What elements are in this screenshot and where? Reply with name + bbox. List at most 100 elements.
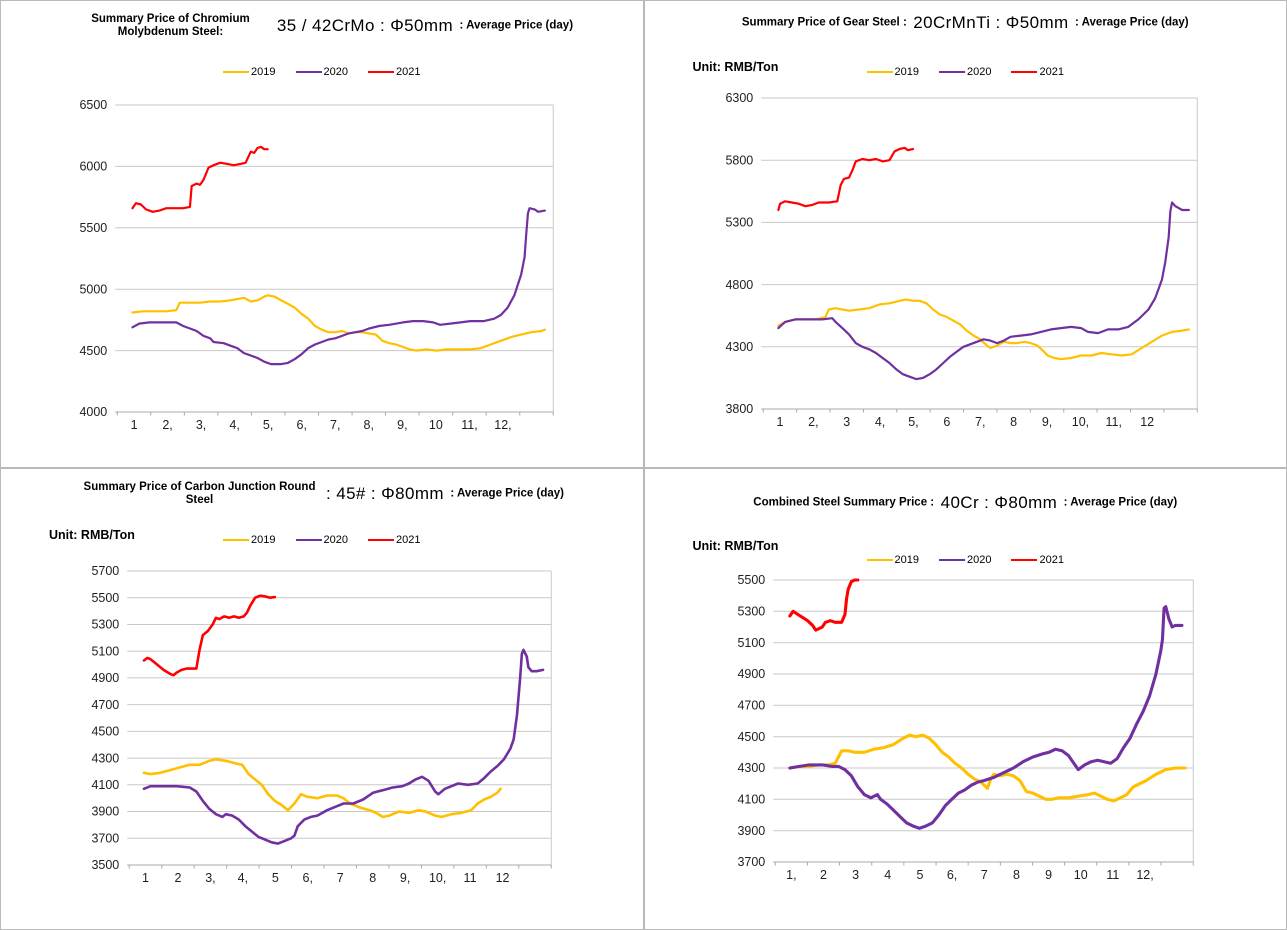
legend-label: 2020 <box>967 554 992 566</box>
x-tick-label: 5, <box>263 418 273 432</box>
x-tick-label: 3 <box>852 868 859 882</box>
legend-label: 2019 <box>894 554 919 566</box>
y-tick-label: 3800 <box>725 402 753 416</box>
series-line-2019 <box>131 294 546 352</box>
y-tick-label: 4100 <box>737 793 765 807</box>
x-tick-label: 12 <box>496 871 510 885</box>
legend-label: 2019 <box>894 66 919 78</box>
y-tick-label: 5000 <box>79 282 107 296</box>
chart-legend: 2019 2020 2021 <box>1 527 643 553</box>
y-tick-label: 3700 <box>737 855 765 869</box>
x-tick-label: 2 <box>819 868 826 882</box>
y-tick-label: 4500 <box>79 344 107 358</box>
legend-item-2021: 2021 <box>1011 66 1064 78</box>
y-tick-label: 4700 <box>737 699 765 713</box>
chart-title: Summary Price of Carbon Junction Round S… <box>1 469 643 527</box>
chart-title-main: : 45# : Φ80mm <box>325 484 444 504</box>
y-tick-label: 4800 <box>725 278 753 292</box>
chart-title-prefix: Summary Price of Chromium Molybdenum Ste… <box>91 13 250 39</box>
chart-title-suffix: : Average Price (day) <box>1075 16 1189 29</box>
legend-label: 2021 <box>395 534 421 546</box>
y-tick-label: 5300 <box>91 618 119 632</box>
legend-item-2021: 2021 <box>367 534 421 546</box>
legend-item-2019: 2019 <box>866 66 919 78</box>
chart-title-main: 20CrMnTi : Φ50mm <box>913 13 1069 32</box>
x-tick-label: 10 <box>1073 868 1087 882</box>
legend-label: 2019 <box>251 534 276 546</box>
x-tick-label: 3 <box>843 415 850 429</box>
legend-item-2020: 2020 <box>295 66 348 78</box>
unit-label: Unit: RMB/Ton <box>692 60 779 74</box>
chart-subheader: Unit: RMB/Ton 2019 2020 2021 <box>1 527 643 553</box>
y-tick-label: 5800 <box>725 153 753 167</box>
series-line-2021 <box>142 594 277 677</box>
chart-plot-area: 6300 5800 5300 4800 4300 3800 1 2, 3 4, 5, 6 7, 8 9, 10… <box>725 91 1198 429</box>
chart-subheader: Unit: RMB/Ton 2019 2020 2021 <box>645 533 1287 567</box>
x-tick-label: 5 <box>916 868 923 882</box>
chart-title-prefix: Summary Price of Carbon Junction Round S… <box>83 481 316 507</box>
series-line-2019 <box>142 758 502 819</box>
chart-title: Summary Price of Gear Steel : 20CrMnTi :… <box>645 1 1287 59</box>
x-tick-label: 10, <box>1071 415 1088 429</box>
x-tick-label: 3, <box>205 871 215 885</box>
chart-title-suffix: : Average Price (day) <box>1063 496 1178 509</box>
legend-line-swatch <box>367 71 394 73</box>
chart-panel-chromium-molybdenum: Summary Price of Chromium Molybdenum Ste… <box>0 0 644 468</box>
chart-legend: 2019 2020 2021 <box>1 59 643 85</box>
x-tick-label: 12, <box>1136 868 1153 882</box>
chart-panel-combined-steel: Combined Steel Summary Price : 40Cr : Φ8… <box>643 468 1287 930</box>
series-line-2020 <box>131 207 546 366</box>
y-tick-label: 6300 <box>725 91 753 105</box>
x-tick-label: 11, <box>461 418 477 432</box>
x-tick-label: 7, <box>330 418 340 432</box>
chart-title-prefix: Combined Steel Summary Price : <box>753 496 935 509</box>
x-tick-label: 1 <box>776 415 783 429</box>
series-line-2021 <box>776 146 914 212</box>
y-tick-label: 5700 <box>91 564 119 578</box>
x-tick-label: 5, <box>908 415 918 429</box>
y-tick-label: 4500 <box>737 730 765 744</box>
x-tick-label: 12 <box>1140 415 1154 429</box>
y-tick-label: 6500 <box>79 98 107 112</box>
legend-line-swatch <box>295 539 322 541</box>
x-tick-label: 9, <box>400 871 410 885</box>
x-tick-label: 12, <box>494 418 511 432</box>
x-tick-label: 2, <box>162 418 172 432</box>
chart-legend: 2019 2020 2021 <box>645 59 1287 85</box>
y-tick-label: 4700 <box>91 698 119 712</box>
x-tick-label: 6, <box>297 418 307 432</box>
legend-line-swatch <box>1011 71 1038 73</box>
y-tick-label: 5300 <box>725 216 753 230</box>
x-tick-label: 9, <box>1041 415 1051 429</box>
y-tick-label: 4900 <box>91 671 119 685</box>
x-tick-label: 10 <box>429 418 443 432</box>
x-tick-label: 11 <box>464 871 477 885</box>
chart-subheader: 2019 2020 2021 <box>1 59 643 85</box>
y-tick-label: 4100 <box>91 778 119 792</box>
series-line-2020 <box>787 605 1184 830</box>
chart-plot-area: 5500 5300 5100 4900 4700 4500 4300 4100 3900 3700… <box>737 573 1194 882</box>
x-tick-label: 6 <box>943 415 950 429</box>
x-tick-label: 6, <box>303 871 313 885</box>
x-tick-label: 8 <box>369 871 376 885</box>
x-tick-label: 7 <box>337 871 344 885</box>
y-tick-label: 3500 <box>91 858 119 872</box>
legend-item-2020: 2020 <box>295 534 348 546</box>
x-tick-label: 8 <box>1010 415 1017 429</box>
legend-item-2019: 2019 <box>866 554 919 566</box>
series-line-2019 <box>787 733 1187 803</box>
x-tick-label: 9 <box>1045 868 1052 882</box>
legend-label: 2020 <box>323 534 348 546</box>
chart-title-suffix: : Average Price (day) <box>459 19 574 32</box>
chart-title-main: 35 / 42CrMo : Φ50mm <box>276 16 454 36</box>
y-tick-label: 5500 <box>79 221 107 235</box>
legend-item-2019: 2019 <box>223 66 276 78</box>
y-tick-label: 4000 <box>79 405 107 419</box>
x-tick-label: 6, <box>946 868 956 882</box>
legend-line-swatch <box>223 71 250 73</box>
legend-item-2021: 2021 <box>367 66 420 78</box>
y-tick-label: 5300 <box>737 605 765 619</box>
x-tick-label: 2 <box>174 871 181 885</box>
